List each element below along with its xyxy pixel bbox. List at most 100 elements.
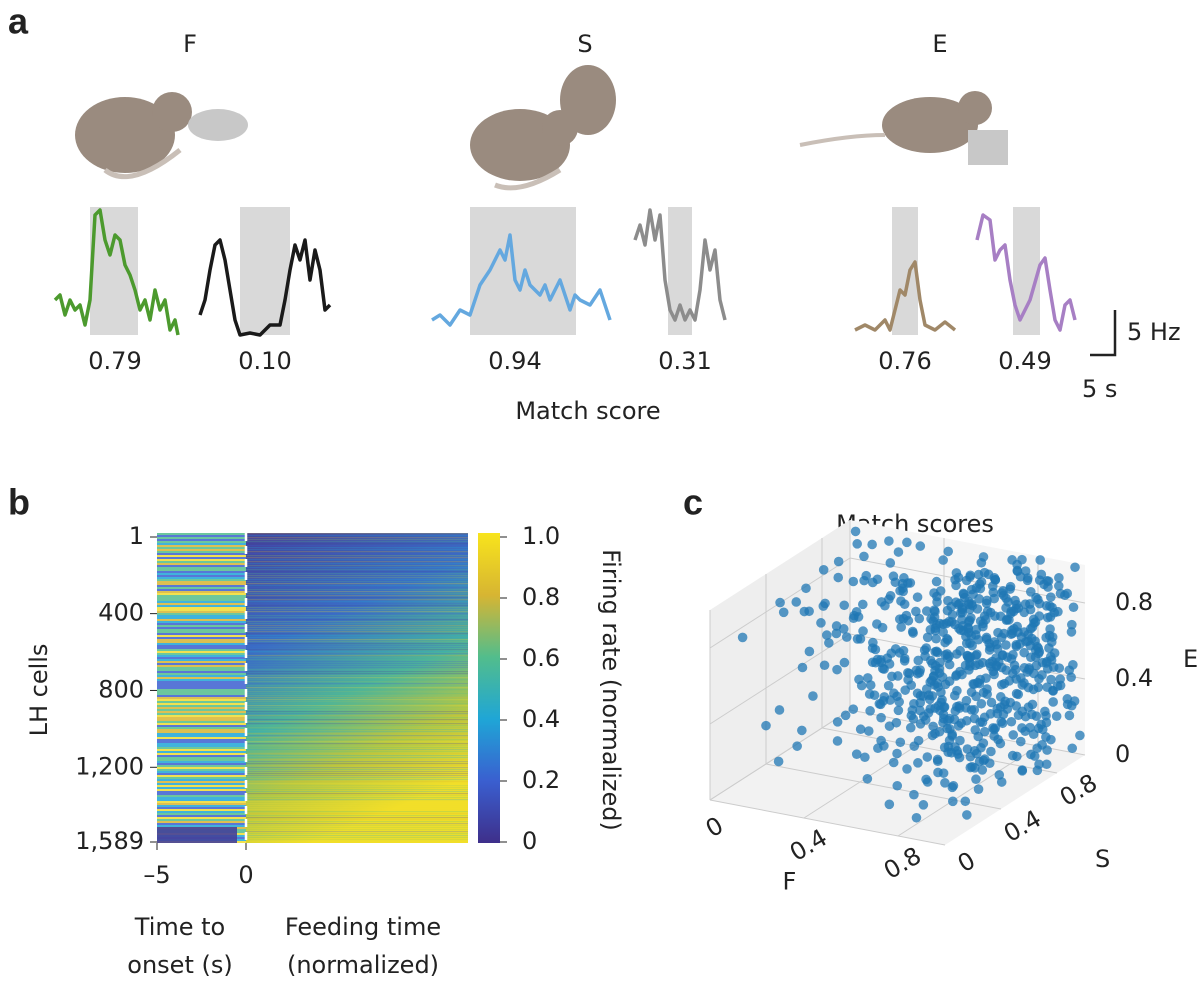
panel-label: b: [8, 482, 30, 523]
heatmap-texture: [246, 597, 468, 598]
heatmap-texture: [246, 639, 468, 640]
heatmap-texture: [246, 705, 468, 706]
scatter-3d: FSE: [710, 520, 1198, 896]
scatter-texture: [1001, 640, 1011, 650]
x-tick-label: 0.4: [785, 823, 832, 866]
heatmap-texture: [157, 651, 246, 653]
heatmap-texture: [246, 811, 468, 812]
scatter-texture: [864, 726, 874, 736]
axis-label: (normalized): [287, 951, 439, 979]
heatmap-texture: [157, 645, 246, 647]
scatter-texture: [1008, 730, 1018, 740]
scatter-texture: [971, 651, 981, 661]
heatmap-texture: [246, 537, 468, 538]
heatmap-texture: [157, 573, 246, 575]
heatmap-texture: [157, 637, 246, 639]
heatmap-texture: [157, 773, 246, 775]
scatter-texture: [913, 758, 923, 768]
scatter-texture: [943, 606, 953, 616]
scatter-texture: [913, 669, 923, 679]
heatmap-texture: [157, 785, 246, 787]
heatmap-texture: [157, 793, 246, 795]
heatmap-texture: [157, 609, 246, 611]
heatmap-texture: [246, 711, 468, 712]
heatmap-texture: [246, 663, 468, 664]
heatmap-texture: [157, 603, 246, 605]
heatmap-texture: [157, 643, 246, 645]
scatter-texture: [819, 565, 829, 575]
scatter-texture: [873, 574, 883, 584]
heatmap-texture: [246, 813, 468, 814]
heatmap-texture: [246, 731, 468, 732]
heatmap-texture: [157, 543, 246, 545]
scale-bar: [1090, 310, 1115, 355]
heatmap-texture: [246, 645, 468, 646]
scatter-texture: [1041, 732, 1051, 742]
scatter-texture: [877, 658, 887, 668]
z-tick-label: 0: [1115, 740, 1130, 768]
heatmap-texture: [246, 665, 468, 666]
heatmap-texture: [157, 667, 246, 669]
scatter-texture: [896, 737, 906, 747]
scatter-texture: [871, 645, 881, 655]
heatmap-texture: [157, 679, 246, 681]
heatmap-texture: [157, 761, 246, 763]
scatter-texture: [1042, 682, 1052, 692]
heatmap-texture: [246, 539, 468, 540]
scatter-texture: [892, 749, 902, 759]
heatmap-texture: [246, 631, 468, 632]
scatter-texture: [1033, 766, 1043, 776]
heatmap-texture: [157, 705, 246, 707]
heatmap-texture: [157, 805, 246, 807]
heatmap-texture: [246, 637, 468, 638]
scatter-texture: [858, 626, 868, 636]
colorbar-tick-label: 0.4: [522, 705, 560, 733]
heatmap-texture: [246, 657, 468, 658]
heatmap-texture: [157, 633, 246, 635]
scatter-texture: [1024, 663, 1034, 673]
heatmap-texture: [157, 601, 246, 603]
heatmap-texture: [157, 583, 246, 585]
colorbar-tick-label: 0.6: [522, 644, 560, 672]
axis-label: E: [1183, 645, 1198, 673]
scatter-texture: [880, 601, 890, 611]
heatmap-texture: [246, 569, 468, 570]
heatmap-texture: [246, 565, 468, 566]
heatmap-texture: [246, 583, 468, 584]
scatter-texture: [879, 741, 889, 751]
heatmap-texture: [157, 797, 246, 799]
heatmap-texture: [246, 675, 468, 676]
scatter-texture: [884, 536, 894, 546]
heatmap-texture: [246, 671, 468, 672]
heatmap-texture: [246, 611, 468, 612]
heatmap-texture: [246, 709, 468, 710]
scatter-texture: [1026, 605, 1036, 615]
x-tick-label: 0: [701, 811, 728, 843]
heatmap-texture: [157, 669, 246, 671]
scatter-texture: [857, 681, 867, 691]
heatmap-texture: [246, 781, 468, 782]
heatmap-texture: [157, 819, 246, 821]
heatmap-texture: [246, 599, 468, 600]
heatmap-texture: [157, 727, 246, 729]
heatmap-texture: [246, 549, 468, 550]
scatter-texture: [980, 727, 990, 737]
scatter-texture: [1068, 660, 1078, 670]
scatter-texture: [964, 600, 974, 610]
heatmap-texture: [246, 809, 468, 810]
heatmap-texture: [246, 701, 468, 702]
y-tick-label: 0.4: [999, 804, 1046, 847]
scatter-texture: [798, 663, 808, 673]
scatter-texture: [944, 617, 954, 627]
scatter-texture: [987, 657, 997, 667]
scatter-texture: [805, 647, 815, 657]
scatter-texture: [933, 756, 943, 766]
scatter-texture: [981, 615, 991, 625]
heatmap-texture: [246, 729, 468, 730]
heatmap-texture: [246, 791, 468, 792]
heatmap-texture: [246, 727, 468, 728]
z-tick-label: 0.8: [1115, 588, 1153, 616]
scatter-texture: [848, 704, 858, 714]
heatmap-texture: [157, 653, 246, 655]
scatter-texture: [903, 675, 913, 685]
